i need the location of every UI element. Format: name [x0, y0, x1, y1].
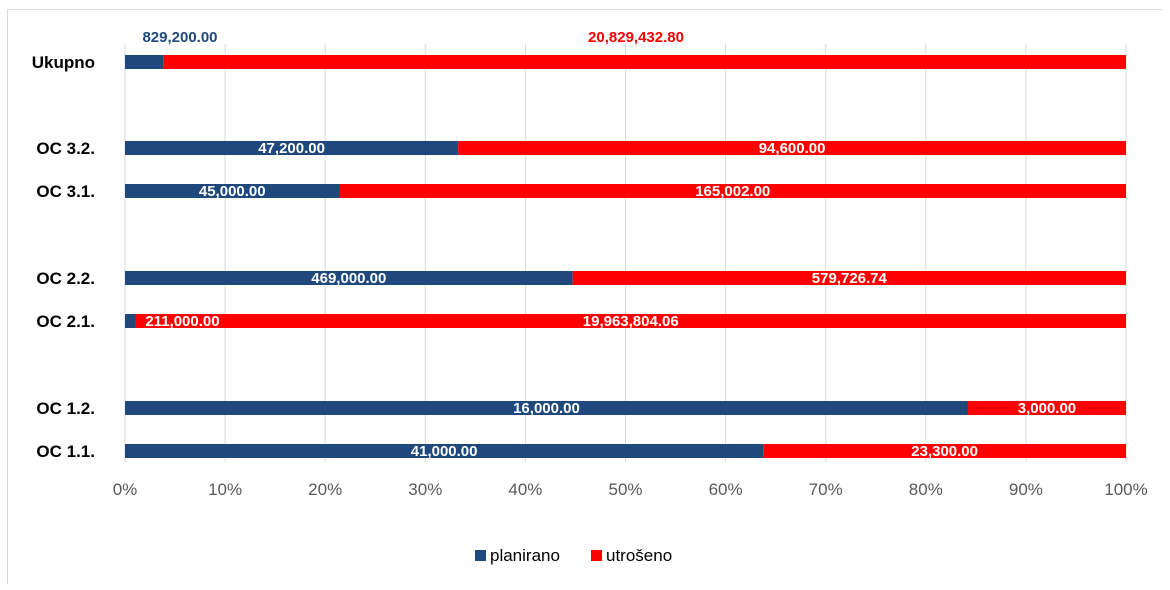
- data-label-planirano-oc-3-1: 45,000.00: [199, 183, 266, 200]
- legend-label-utroseno: utrošeno: [606, 546, 672, 565]
- x-tick-label: 40%: [508, 480, 542, 499]
- bar-planirano-oc-1-2: [125, 401, 968, 415]
- category-label-oc-1-1: OC 1.1.: [36, 442, 95, 461]
- bar-utroseno-oc-2-1: [135, 314, 1126, 328]
- legend-label-planirano: planirano: [490, 546, 560, 565]
- data-label-planirano-oc-2-2: 469,000.00: [311, 270, 386, 287]
- category-label-oc-3-1: OC 3.1.: [36, 182, 95, 201]
- bar-utroseno-oc-3-2: [458, 141, 1126, 155]
- category-label-ukupno: Ukupno: [32, 53, 95, 72]
- x-tick-label: 70%: [809, 480, 843, 499]
- x-tick-label: 100%: [1104, 480, 1147, 499]
- x-tick-label: 60%: [709, 480, 743, 499]
- x-tick-label: 30%: [408, 480, 442, 499]
- data-label-utroseno-oc-1-1: 23,300.00: [911, 443, 978, 460]
- bar-planirano-ukupno: [125, 55, 164, 69]
- data-label-utroseno-oc-2-1: 19,963,804.06: [583, 313, 679, 330]
- x-tick-label: 0%: [113, 480, 138, 499]
- bar-planirano-oc-2-1: [125, 314, 136, 328]
- data-label-utroseno-oc-3-1: 165,002.00: [695, 183, 770, 200]
- bar-utroseno-ukupno: [163, 55, 1127, 69]
- category-label-oc-3-2: OC 3.2.: [36, 139, 95, 158]
- x-tick-label: 20%: [308, 480, 342, 499]
- data-label-planirano-oc-2-1: 211,000.00: [145, 313, 219, 330]
- data-label-utroseno-ukupno: 20,829,432.80: [588, 29, 684, 46]
- x-tick-label: 80%: [909, 480, 943, 499]
- bar-utroseno-oc-2-2: [572, 271, 1126, 285]
- data-label-utroseno-oc-3-2: 94,600.00: [759, 140, 826, 157]
- legend-swatch-utroseno: [591, 550, 602, 561]
- data-label-planirano-oc-3-2: 47,200.00: [258, 140, 325, 157]
- chart-frame: [7, 9, 1162, 584]
- bar-planirano-oc-3-1: [125, 184, 340, 198]
- legend-swatch-planirano: [475, 550, 486, 561]
- bar-utroseno-oc-1-2: [967, 401, 1126, 415]
- bar-planirano-oc-1-1: [125, 444, 764, 458]
- category-label-oc-1-2: OC 1.2.: [36, 399, 95, 418]
- data-label-utroseno-oc-2-2: 579,726.74: [812, 270, 888, 287]
- category-label-oc-2-1: OC 2.1.: [36, 312, 95, 331]
- bar-utroseno-oc-1-1: [763, 444, 1126, 458]
- bar-utroseno-oc-3-1: [339, 184, 1127, 198]
- bar-planirano-oc-2-2: [125, 271, 573, 285]
- category-label-oc-2-2: OC 2.2.: [36, 269, 95, 288]
- x-tick-label: 10%: [208, 480, 242, 499]
- data-label-planirano-oc-1-1: 41,000.00: [411, 443, 478, 460]
- bar-planirano-oc-3-2: [125, 141, 459, 155]
- x-tick-label: 50%: [608, 480, 642, 499]
- data-label-planirano-oc-1-2: 16,000.00: [513, 400, 580, 417]
- data-label-planirano-ukupno: 829,200.00: [142, 29, 217, 46]
- data-label-utroseno-oc-1-2: 3,000.00: [1018, 400, 1076, 417]
- x-tick-label: 90%: [1009, 480, 1043, 499]
